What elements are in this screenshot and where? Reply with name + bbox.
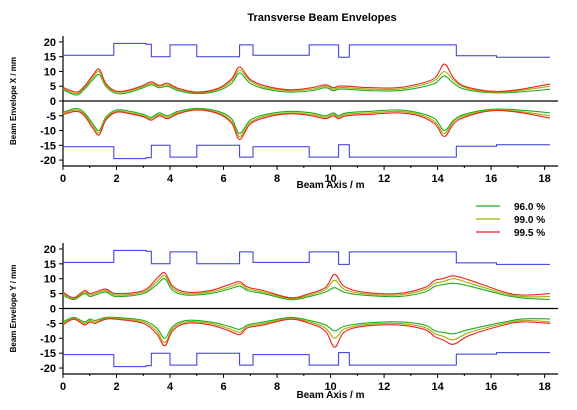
x-tick-label: 4	[167, 381, 174, 393]
aperture-upper-line	[63, 42, 550, 58]
y-tick-label: -20	[40, 155, 56, 167]
legend-label-99: 99.0 %	[514, 215, 545, 226]
x-tick-label: 14	[431, 381, 444, 393]
x-tick-label: 14	[431, 173, 444, 185]
y-tick-label: 20	[44, 37, 56, 49]
x-tick-label: 16	[485, 173, 497, 185]
envelope-995-lower	[62, 109, 551, 140]
x-tick-label: 4	[167, 173, 174, 185]
y-tick-label: 10	[44, 66, 56, 78]
legend-label-995: 99.5 %	[514, 228, 545, 239]
x-tick-label: 10	[324, 173, 336, 185]
x-tick-label: 2	[113, 173, 119, 185]
aperture-lower-line	[63, 352, 550, 368]
y-tick-label: 5	[50, 81, 56, 93]
y-tick-label: 0	[50, 96, 56, 108]
envelope-96-upper	[62, 72, 551, 96]
y-tick-label: 0	[50, 304, 56, 316]
y-tick-label: -5	[46, 111, 56, 123]
y-tick-label: -20	[40, 363, 56, 375]
envelope-995-upper	[62, 63, 551, 93]
x-tick-label: 12	[378, 381, 390, 393]
legend: 96.0 % 99.0 % 99.5 %	[476, 202, 545, 239]
y-tick-label: 20	[44, 244, 56, 256]
x-tick-label: 8	[274, 381, 280, 393]
y-tick-label: 15	[44, 259, 56, 271]
x-tick-label: 16	[485, 381, 497, 393]
x-tick-label: 0	[60, 173, 66, 185]
x-tick-label: 6	[220, 173, 226, 185]
y-axis-label: Beam Envelope Y / mm	[9, 265, 18, 353]
y-tick-label: 5	[50, 289, 56, 301]
y-tick-label: 15	[44, 52, 56, 64]
panel-x: 20 15 10 5 0 -5 -10 -15 -20 0 2 4 6 8 10 12 14 16 18 Beam A…	[9, 36, 558, 191]
x-tick-label: 2	[113, 381, 119, 393]
envelope-99-upper	[62, 69, 551, 95]
envelope-96-upper	[62, 278, 551, 301]
x-tick-label: 10	[324, 381, 336, 393]
envelope-99-lower	[62, 317, 551, 344]
x-axis-label: Beam Axis / m	[297, 180, 365, 191]
x-tick-label: 8	[274, 173, 280, 185]
envelope-96-lower	[62, 316, 551, 339]
y-tick-label: 10	[44, 274, 56, 286]
envelope-995-upper	[62, 272, 551, 299]
panel-y: 20 15 10 5 0 -5 -10 -15 -20 0 2 4 6 8 10 12 14 16 18 Beam A…	[9, 243, 558, 401]
envelope-99-upper	[62, 275, 551, 300]
x-tick-label: 18	[538, 381, 550, 393]
y-tick-label: -10	[40, 333, 56, 345]
envelope-99-lower	[62, 108, 551, 138]
x-axis-label: Beam Axis / m	[297, 390, 365, 401]
y-tick-label: -15	[40, 348, 56, 360]
y-tick-label: -15	[40, 140, 56, 152]
legend-label-96: 96.0 %	[514, 202, 545, 213]
y-tick-label: -5	[46, 318, 56, 330]
y-axis-label: Beam Envelope X / mm	[9, 57, 18, 145]
x-tick-label: 18	[538, 173, 550, 185]
x-tick-label: 12	[378, 173, 390, 185]
aperture-lower-line	[63, 144, 550, 160]
x-tick-label: 0	[60, 381, 66, 393]
x-tick-label: 6	[220, 381, 226, 393]
chart-title: Transverse Beam Envelopes	[247, 12, 396, 24]
envelope-995-lower	[62, 318, 551, 348]
envelope-96-lower	[62, 107, 551, 135]
aperture-upper-line	[63, 249, 550, 265]
y-tick-label: -10	[40, 126, 56, 138]
